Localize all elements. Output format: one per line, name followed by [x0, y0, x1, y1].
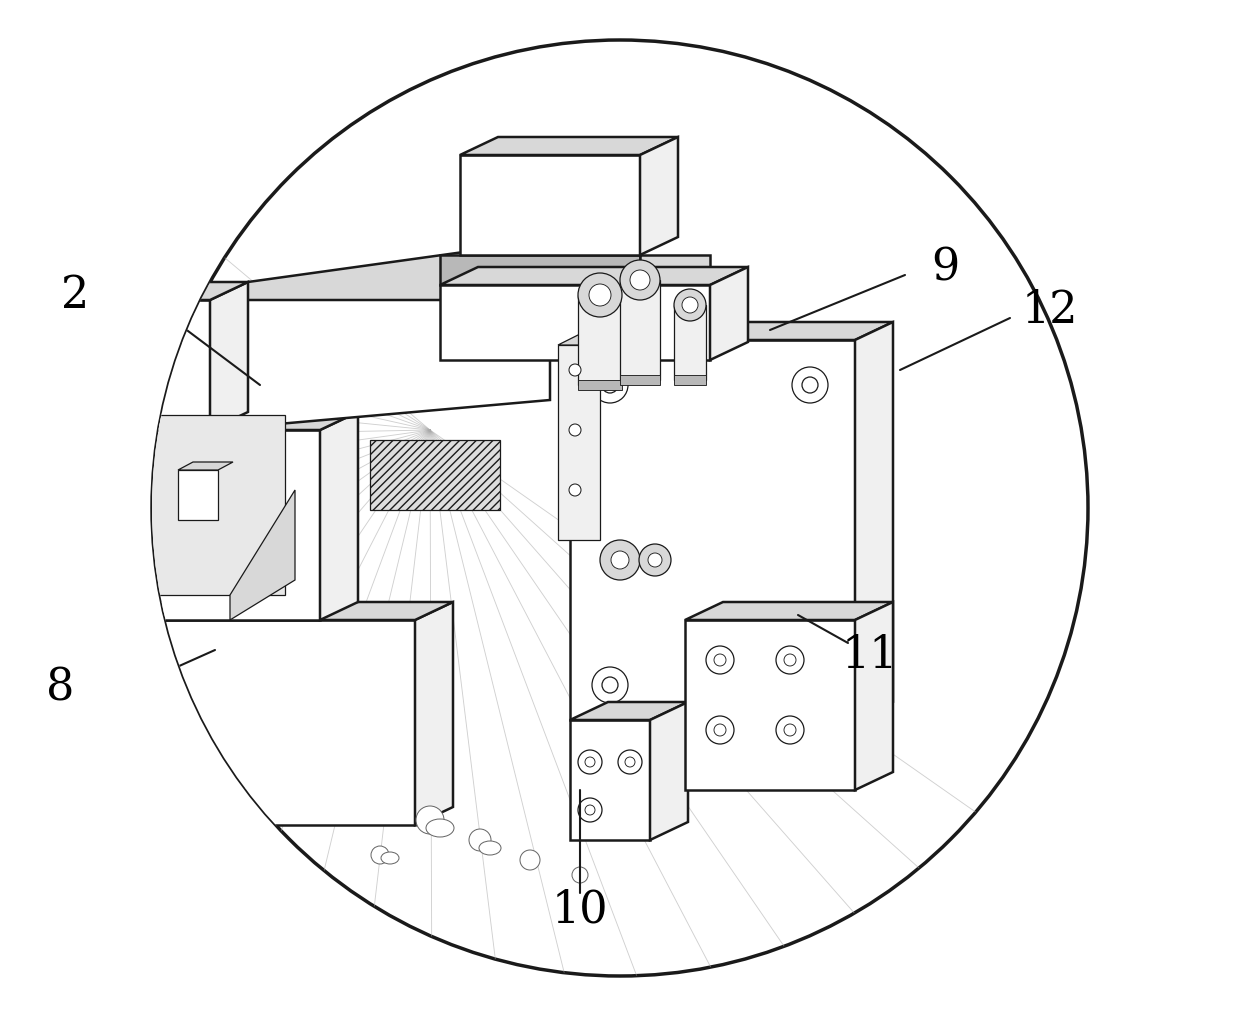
Polygon shape — [620, 280, 660, 380]
Circle shape — [585, 805, 595, 815]
Circle shape — [675, 289, 706, 321]
Text: 2: 2 — [61, 274, 89, 316]
Circle shape — [784, 654, 796, 666]
Circle shape — [591, 667, 627, 703]
Circle shape — [649, 553, 662, 567]
Circle shape — [611, 551, 629, 569]
Circle shape — [578, 273, 622, 317]
Polygon shape — [229, 490, 295, 620]
Polygon shape — [179, 462, 233, 470]
Circle shape — [585, 757, 595, 767]
Polygon shape — [558, 345, 600, 540]
Polygon shape — [320, 412, 358, 620]
Circle shape — [600, 540, 640, 580]
Circle shape — [706, 646, 734, 674]
Polygon shape — [640, 255, 711, 285]
Polygon shape — [711, 267, 748, 360]
Text: 9: 9 — [931, 246, 959, 290]
Polygon shape — [440, 255, 640, 285]
Polygon shape — [460, 137, 678, 155]
Circle shape — [618, 750, 642, 774]
Circle shape — [639, 544, 671, 576]
Text: 10: 10 — [552, 889, 609, 932]
Circle shape — [578, 750, 601, 774]
Polygon shape — [145, 415, 285, 595]
Circle shape — [153, 40, 1087, 976]
Polygon shape — [95, 300, 210, 430]
Polygon shape — [440, 267, 748, 285]
Polygon shape — [179, 470, 218, 520]
Polygon shape — [856, 602, 893, 790]
Circle shape — [569, 364, 582, 376]
Circle shape — [776, 716, 804, 744]
Polygon shape — [95, 620, 415, 825]
Ellipse shape — [427, 819, 454, 837]
Circle shape — [625, 757, 635, 767]
Polygon shape — [675, 305, 706, 380]
Circle shape — [415, 806, 444, 834]
Polygon shape — [95, 430, 320, 620]
Polygon shape — [440, 285, 711, 360]
Circle shape — [714, 724, 725, 736]
Polygon shape — [370, 440, 500, 510]
Circle shape — [601, 377, 618, 393]
Polygon shape — [684, 602, 893, 620]
Circle shape — [792, 667, 828, 703]
Circle shape — [706, 716, 734, 744]
Circle shape — [589, 284, 611, 306]
Polygon shape — [640, 137, 678, 255]
Circle shape — [469, 829, 491, 851]
Circle shape — [569, 484, 582, 496]
Polygon shape — [460, 155, 640, 255]
Polygon shape — [856, 322, 893, 720]
Ellipse shape — [381, 852, 399, 864]
Circle shape — [572, 868, 588, 883]
Circle shape — [601, 677, 618, 693]
Polygon shape — [650, 702, 688, 840]
Polygon shape — [684, 620, 856, 790]
Polygon shape — [570, 702, 688, 720]
Polygon shape — [570, 340, 856, 720]
Circle shape — [792, 367, 828, 403]
Circle shape — [714, 654, 725, 666]
Polygon shape — [558, 335, 620, 345]
Polygon shape — [578, 295, 622, 385]
Circle shape — [784, 724, 796, 736]
Circle shape — [620, 260, 660, 300]
Circle shape — [578, 798, 601, 822]
Circle shape — [776, 646, 804, 674]
Polygon shape — [95, 412, 358, 430]
Text: 8: 8 — [46, 666, 74, 710]
Polygon shape — [570, 322, 893, 340]
Circle shape — [682, 297, 698, 313]
Polygon shape — [95, 602, 453, 620]
Circle shape — [802, 677, 818, 693]
Circle shape — [371, 846, 389, 864]
Polygon shape — [95, 282, 248, 300]
Circle shape — [630, 270, 650, 290]
Polygon shape — [620, 375, 660, 385]
Polygon shape — [210, 282, 248, 430]
Polygon shape — [578, 380, 622, 390]
Polygon shape — [415, 602, 453, 825]
Circle shape — [569, 424, 582, 436]
Text: 12: 12 — [1022, 289, 1079, 332]
Polygon shape — [675, 375, 706, 385]
Polygon shape — [210, 300, 551, 430]
Ellipse shape — [479, 841, 501, 855]
Circle shape — [802, 377, 818, 393]
Polygon shape — [570, 720, 650, 840]
Polygon shape — [210, 240, 551, 430]
Circle shape — [520, 850, 539, 870]
Text: 11: 11 — [842, 634, 898, 676]
Circle shape — [591, 367, 627, 403]
